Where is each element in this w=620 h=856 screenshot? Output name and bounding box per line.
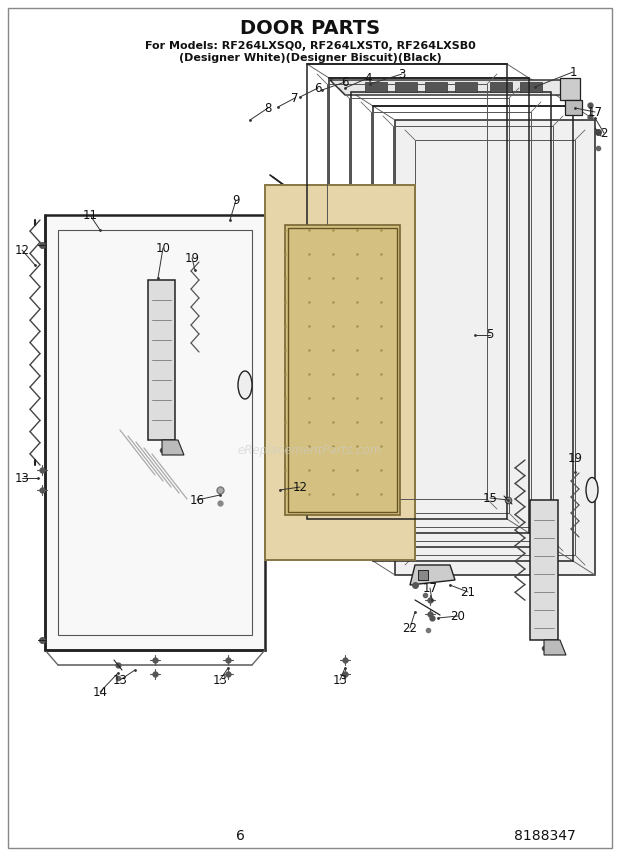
Text: eReplacementParts.com: eReplacementParts.com bbox=[238, 443, 382, 456]
Text: 2: 2 bbox=[600, 127, 608, 140]
Polygon shape bbox=[455, 82, 477, 92]
Text: (Designer White)(Designer Biscuit)(Black): (Designer White)(Designer Biscuit)(Black… bbox=[179, 53, 441, 63]
Text: For Models: RF264LXSQ0, RF264LXST0, RF264LXSB0: For Models: RF264LXSQ0, RF264LXST0, RF26… bbox=[144, 41, 476, 51]
Text: 8188347: 8188347 bbox=[514, 829, 576, 843]
Text: 13: 13 bbox=[14, 472, 29, 484]
Text: 6: 6 bbox=[236, 829, 244, 843]
Text: 5: 5 bbox=[486, 329, 494, 342]
Text: 17: 17 bbox=[588, 105, 603, 118]
Polygon shape bbox=[490, 82, 512, 92]
Text: 4: 4 bbox=[365, 72, 372, 85]
Text: 12: 12 bbox=[293, 480, 308, 494]
Text: 21: 21 bbox=[461, 586, 476, 598]
Text: 6: 6 bbox=[314, 81, 322, 94]
Polygon shape bbox=[265, 185, 415, 560]
Text: 22: 22 bbox=[402, 621, 417, 634]
Text: 15: 15 bbox=[482, 491, 497, 504]
Text: 13: 13 bbox=[332, 674, 347, 687]
Text: 11: 11 bbox=[82, 209, 97, 222]
Polygon shape bbox=[410, 565, 455, 585]
Text: 8: 8 bbox=[264, 102, 272, 115]
Polygon shape bbox=[162, 440, 184, 455]
Polygon shape bbox=[45, 215, 265, 650]
Polygon shape bbox=[544, 640, 566, 655]
Polygon shape bbox=[565, 100, 582, 115]
Text: 10: 10 bbox=[156, 241, 171, 254]
Text: 12: 12 bbox=[14, 243, 30, 257]
Polygon shape bbox=[365, 82, 387, 92]
Text: 3: 3 bbox=[398, 68, 405, 80]
Text: 19: 19 bbox=[185, 252, 200, 265]
Ellipse shape bbox=[586, 478, 598, 502]
Text: 16: 16 bbox=[190, 494, 205, 507]
Polygon shape bbox=[425, 82, 447, 92]
Text: 13: 13 bbox=[113, 674, 128, 687]
Text: 14: 14 bbox=[92, 686, 107, 698]
Text: DOOR PARTS: DOOR PARTS bbox=[240, 19, 380, 38]
Text: 17: 17 bbox=[422, 581, 438, 595]
Text: 6: 6 bbox=[341, 75, 348, 88]
Polygon shape bbox=[395, 120, 595, 575]
Polygon shape bbox=[330, 80, 575, 95]
Ellipse shape bbox=[238, 371, 252, 399]
Polygon shape bbox=[285, 225, 400, 515]
Polygon shape bbox=[530, 500, 558, 640]
Polygon shape bbox=[520, 82, 542, 92]
Text: 7: 7 bbox=[291, 92, 299, 104]
Polygon shape bbox=[148, 280, 175, 440]
Text: 1: 1 bbox=[569, 66, 577, 79]
Polygon shape bbox=[395, 82, 417, 92]
Text: 9: 9 bbox=[232, 193, 240, 206]
Text: 13: 13 bbox=[213, 674, 228, 687]
Text: 19: 19 bbox=[567, 451, 583, 465]
Polygon shape bbox=[418, 570, 428, 580]
Text: 20: 20 bbox=[451, 609, 466, 622]
Polygon shape bbox=[560, 78, 580, 100]
